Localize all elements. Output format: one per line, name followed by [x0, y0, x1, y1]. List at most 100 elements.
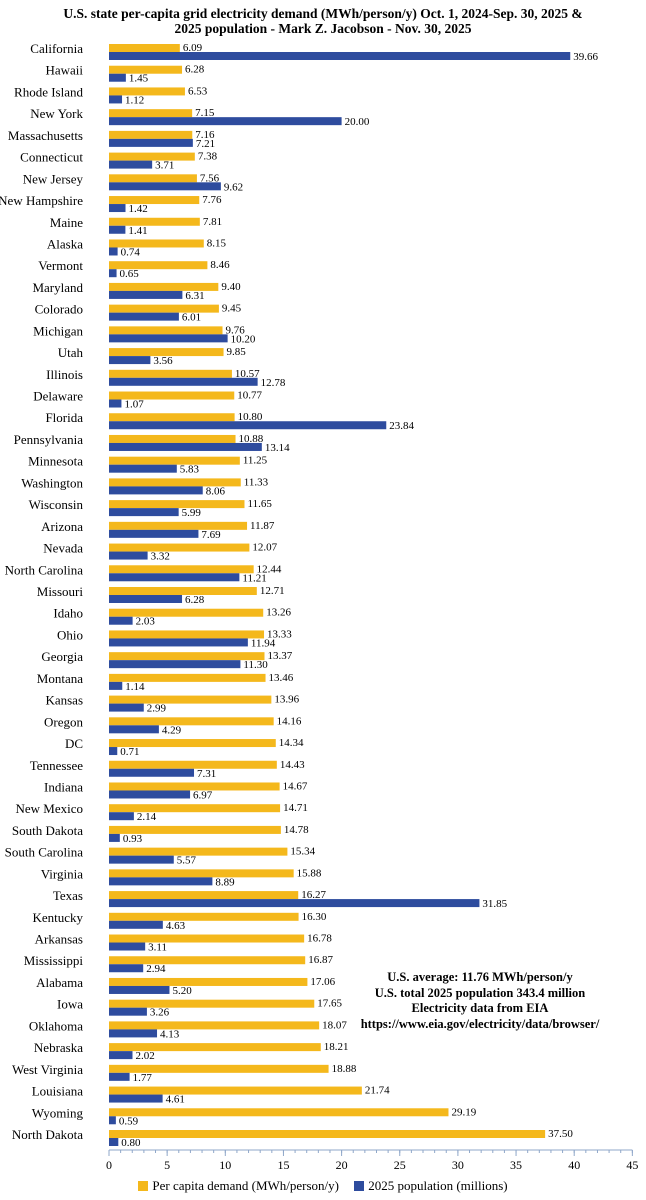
data-label-demand: 15.34: [290, 846, 315, 858]
data-label-demand: 13.46: [269, 672, 294, 684]
legend-item-demand: Per capita demand (MWh/person/y): [138, 1178, 339, 1194]
data-label-demand: 18.07: [322, 1019, 347, 1031]
category-label: Alaska: [47, 236, 83, 251]
data-label-demand: 10.88: [239, 433, 264, 445]
bar-population: [109, 334, 228, 343]
category-label: Massachusetts: [8, 128, 83, 143]
bar-population: [109, 855, 174, 864]
bar-demand: [109, 717, 274, 726]
chart-title-line-2: 2025 population - Mark Z. Jacobson - Nov…: [174, 21, 472, 36]
data-label-demand: 12.44: [257, 563, 282, 575]
bar-demand: [109, 652, 265, 661]
data-label-population: 4.13: [160, 1028, 180, 1040]
data-label-population: 20.00: [345, 116, 370, 128]
category-label: Oklahoma: [29, 1018, 83, 1033]
data-label-demand: 14.34: [279, 737, 304, 749]
data-label-demand: 10.80: [238, 411, 263, 423]
category-label: Nevada: [43, 541, 83, 556]
data-label-demand: 16.78: [307, 933, 332, 945]
data-label-demand: 18.88: [332, 1063, 357, 1075]
bar-demand: [109, 869, 294, 878]
data-label-population: 1.41: [128, 225, 147, 237]
bar-demand: [109, 934, 305, 943]
annotation-us-average: U.S. average: 11.76 MWh/person/y: [387, 970, 573, 984]
bar-demand: [109, 500, 245, 509]
bar-population: [109, 1007, 147, 1016]
x-tick-label: 0: [106, 1158, 112, 1172]
legend-label-population: 2025 population (millions): [368, 1178, 508, 1193]
bar-demand: [109, 217, 200, 226]
bar-population: [109, 117, 342, 126]
data-label-demand: 12.07: [252, 542, 277, 554]
data-label-demand: 12.71: [260, 585, 285, 597]
bar-population: [109, 421, 387, 430]
data-label-population: 2.03: [136, 616, 156, 628]
bar-population: [109, 768, 195, 777]
category-label: Wisconsin: [29, 497, 84, 512]
bar-demand: [109, 391, 235, 400]
bar-population: [109, 356, 151, 365]
x-tick-label: 40: [568, 1158, 580, 1172]
category-label: Kansas: [45, 693, 83, 708]
bar-demand: [109, 739, 276, 748]
data-label-population: 39.66: [573, 51, 598, 63]
x-tick-label: 30: [452, 1158, 464, 1172]
data-label-population: 6.01: [182, 312, 201, 324]
category-label: North Dakota: [12, 1127, 83, 1142]
bar-population: [109, 508, 179, 517]
data-label-population: 3.71: [155, 160, 174, 172]
bar-demand: [109, 1108, 449, 1117]
bar-population: [109, 964, 144, 973]
bar-demand: [109, 109, 193, 118]
bar-population: [109, 942, 146, 951]
data-label-population: 1.42: [129, 203, 148, 215]
data-label-demand: 18.21: [324, 1041, 349, 1053]
category-label: Maine: [50, 215, 83, 230]
category-label: Florida: [45, 410, 83, 425]
bar-demand: [109, 1021, 320, 1030]
bar-demand: [109, 912, 299, 921]
bar-demand: [109, 261, 208, 270]
data-label-demand: 7.16: [195, 129, 215, 141]
data-label-population: 10.20: [231, 333, 256, 345]
data-label-demand: 7.15: [195, 107, 215, 119]
category-label: Montana: [37, 671, 83, 686]
bar-population: [109, 1051, 133, 1060]
data-label-demand: 9.85: [227, 346, 247, 358]
data-label-population: 2.14: [137, 811, 157, 823]
bar-population: [109, 595, 183, 603]
category-label: Mississippi: [24, 953, 84, 968]
category-label: South Dakota: [12, 823, 83, 838]
bar-demand: [109, 695, 272, 704]
bar-demand: [109, 521, 248, 530]
data-label-demand: 13.26: [266, 607, 291, 619]
data-label-demand: 14.71: [283, 802, 308, 814]
bar-population: [109, 1072, 130, 1081]
data-label-population: 6.97: [193, 789, 213, 801]
category-label: California: [30, 41, 83, 56]
category-label: Vermont: [38, 258, 83, 273]
data-label-demand: 7.56: [200, 172, 220, 184]
bar-demand: [109, 65, 183, 74]
x-tick-label: 20: [336, 1158, 348, 1172]
bar-population: [109, 812, 134, 821]
data-label-demand: 13.33: [267, 628, 292, 640]
bar-demand: [109, 196, 200, 205]
category-label: Delaware: [33, 389, 83, 404]
data-label-population: 1.12: [125, 94, 144, 106]
data-label-population: 2.94: [146, 963, 166, 975]
bar-population: [109, 1138, 119, 1146]
category-label: Texas: [53, 888, 83, 903]
bar-demand: [109, 87, 185, 96]
chart-legend: Per capita demand (MWh/person/y) 2025 po…: [0, 1178, 646, 1194]
category-label: Arizona: [41, 519, 83, 534]
category-label: Utah: [58, 345, 84, 360]
bar-population: [109, 312, 179, 321]
bar-population: [109, 269, 117, 278]
data-label-population: 11.94: [251, 637, 276, 649]
bar-population: [109, 464, 177, 473]
bar-demand: [109, 565, 254, 574]
data-label-population: 7.21: [196, 138, 215, 150]
data-label-demand: 16.30: [302, 911, 327, 923]
